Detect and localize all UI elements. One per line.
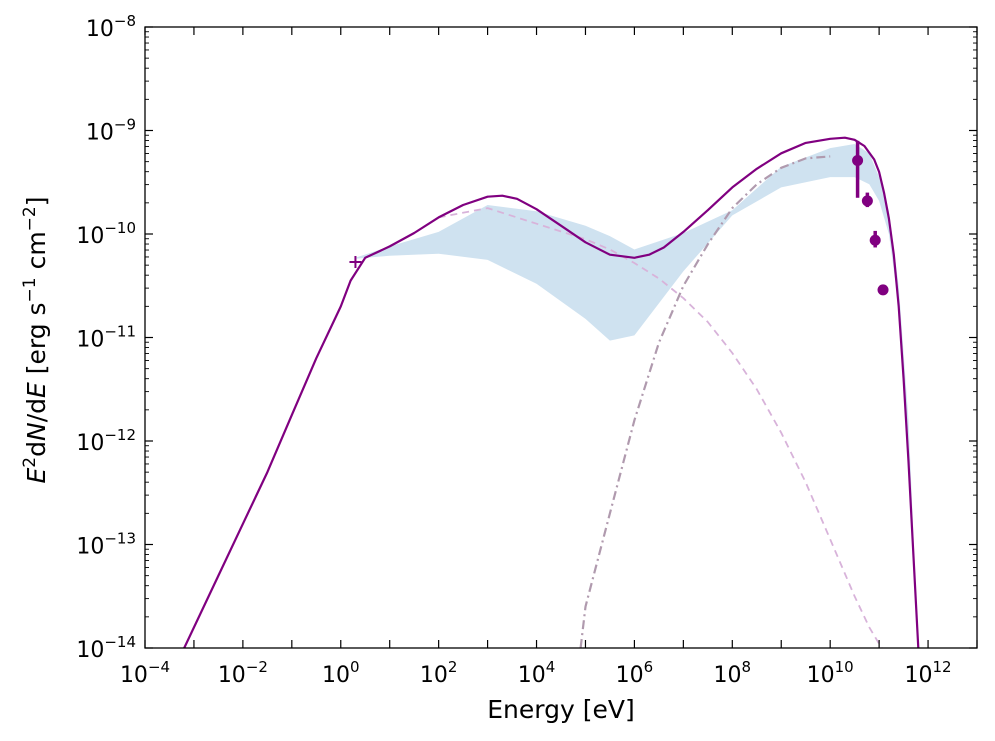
data-point-4 <box>877 284 889 296</box>
y-tick-label: 10−9 <box>86 116 136 146</box>
plus-marker <box>349 255 362 268</box>
data-point-2 <box>861 195 873 207</box>
y-label-cm-exp: −2 <box>20 206 40 231</box>
axis-ticks <box>144 26 978 649</box>
y-label-slash-d: /d <box>22 398 51 422</box>
model-curve <box>183 136 920 648</box>
y-tick-label: 10−11 <box>76 323 136 353</box>
x-tick-label: 108 <box>714 658 752 688</box>
y-label-units-close: ] <box>22 197 51 207</box>
x-tick-label: 1010 <box>807 658 854 688</box>
y-axis-label: E2dN/dE [erg s−1 cm−2] <box>20 197 51 484</box>
x-axis-label: Energy [eV] <box>487 695 634 724</box>
y-label-e-var: E <box>22 468 51 484</box>
inverse-compton-component-curve <box>579 155 831 648</box>
y-tick-label: 10−14 <box>76 633 136 663</box>
y-tick-label: 10−10 <box>76 219 136 249</box>
x-tick-label: 104 <box>518 658 556 688</box>
y-label-d: d <box>22 441 51 457</box>
y-tick-label: 10−8 <box>86 12 136 42</box>
x-tick-label: 102 <box>420 658 458 688</box>
x-tick-label: 10−2 <box>218 658 268 688</box>
y-label-e2-var: E <box>22 382 51 398</box>
y-label-units-open: [erg s <box>22 302 51 382</box>
y-label-cm: cm <box>22 231 51 277</box>
x-tick-label: 100 <box>322 658 360 688</box>
data-point-1 <box>852 155 864 167</box>
y-label-n-var: N <box>22 422 51 441</box>
x-tick-labels: 10−4 10−2 100 102 104 106 108 1010 1012 <box>120 658 952 688</box>
y-tick-label: 10−13 <box>76 530 136 560</box>
data-point-3 <box>869 234 881 246</box>
x-tick-label: 10−4 <box>120 658 170 688</box>
plot-area <box>183 136 920 648</box>
y-tick-label: 10−12 <box>76 426 136 456</box>
y-tick-labels: 10−8 10−9 10−10 10−11 10−12 10−13 10−14 <box>76 12 136 663</box>
y-label-e-exp: 2 <box>20 457 40 468</box>
y-label-s-exp: −1 <box>20 277 40 302</box>
x-tick-label: 1012 <box>905 658 952 688</box>
synchrotron-component-curve <box>438 207 883 648</box>
x-tick-label: 106 <box>616 658 654 688</box>
